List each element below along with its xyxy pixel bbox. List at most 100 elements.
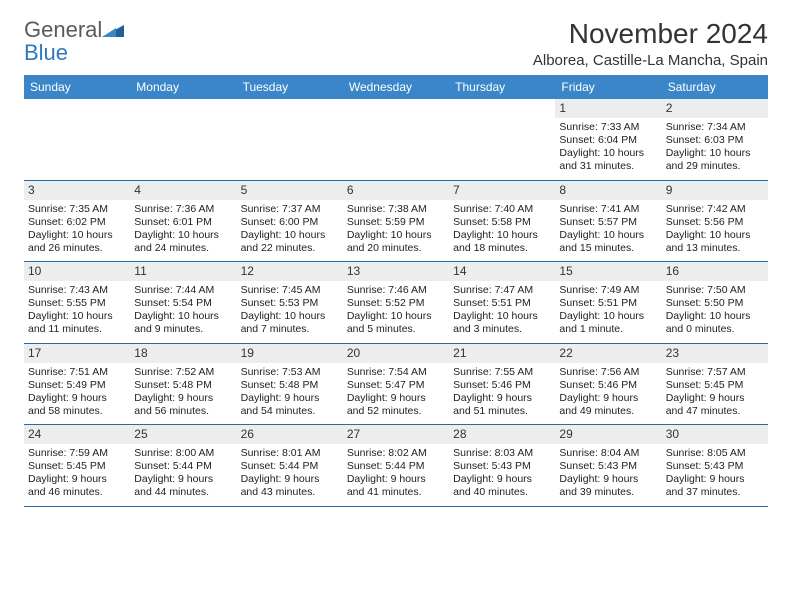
week-row: 3Sunrise: 7:35 AMSunset: 6:02 PMDaylight… <box>24 181 768 263</box>
dow-sunday: Sunday <box>24 75 130 99</box>
day-number: 14 <box>449 262 555 281</box>
dow-tuesday: Tuesday <box>237 75 343 99</box>
daylight-line: Daylight: 9 hours and 47 minutes. <box>666 392 764 418</box>
day-number: 7 <box>449 181 555 200</box>
brand-text: General Blue <box>24 18 124 64</box>
daylight-line: Daylight: 9 hours and 54 minutes. <box>241 392 339 418</box>
daylight-line: Daylight: 10 hours and 7 minutes. <box>241 310 339 336</box>
sunrise-line: Sunrise: 7:56 AM <box>559 366 657 379</box>
day-6: 6 Sunrise: 7:38 AMSunset: 5:59 PMDaylight… <box>343 181 449 262</box>
day-number: 22 <box>555 344 661 363</box>
sunset-line: Sunset: 5:44 PM <box>241 460 339 473</box>
sunrise-line: Sunrise: 7:34 AM <box>666 121 764 134</box>
day-29: 29Sunrise: 8:04 AMSunset: 5:43 PMDayligh… <box>555 425 661 506</box>
sunset-line: Sunset: 5:45 PM <box>666 379 764 392</box>
sunset-line: Sunset: 5:51 PM <box>559 297 657 310</box>
day-number: 19 <box>237 344 343 363</box>
week-row: 17Sunrise: 7:51 AMSunset: 5:49 PMDayligh… <box>24 344 768 426</box>
sunset-line: Sunset: 5:47 PM <box>347 379 445 392</box>
sunrise-line: Sunrise: 7:43 AM <box>28 284 126 297</box>
daylight-line: Daylight: 10 hours and 18 minutes. <box>453 229 551 255</box>
sunrise-line: Sunrise: 7:42 AM <box>666 203 764 216</box>
sunrise-line: Sunrise: 7:52 AM <box>134 366 232 379</box>
location: Alborea, Castille-La Mancha, Spain <box>533 52 768 69</box>
sunrise-line: Sunrise: 7:33 AM <box>559 121 657 134</box>
day-number: 6 <box>343 181 449 200</box>
day-number: 1 <box>555 99 661 118</box>
daylight-line: Daylight: 9 hours and 51 minutes. <box>453 392 551 418</box>
sunset-line: Sunset: 5:52 PM <box>347 297 445 310</box>
daylight-line: Daylight: 10 hours and 26 minutes. <box>28 229 126 255</box>
day-3: 3Sunrise: 7:35 AMSunset: 6:02 PMDaylight… <box>24 181 130 262</box>
day-13: 13Sunrise: 7:46 AMSunset: 5:52 PMDayligh… <box>343 262 449 343</box>
sunrise-line: Sunrise: 7:59 AM <box>28 447 126 460</box>
sunrise-line: Sunrise: 8:00 AM <box>134 447 232 460</box>
daylight-line: Daylight: 10 hours and 20 minutes. <box>347 229 445 255</box>
sunrise-line: Sunrise: 7:49 AM <box>559 284 657 297</box>
sunset-line: Sunset: 5:59 PM <box>347 216 445 229</box>
day-27: 27Sunrise: 8:02 AMSunset: 5:44 PMDayligh… <box>343 425 449 506</box>
day-2: 2Sunrise: 7:34 AMSunset: 6:03 PMDaylight… <box>662 99 768 180</box>
sunset-line: Sunset: 5:44 PM <box>347 460 445 473</box>
sunrise-line: Sunrise: 7:38 AM <box>347 203 445 216</box>
day-30: 30Sunrise: 8:05 AMSunset: 5:43 PMDayligh… <box>662 425 768 506</box>
empty-day <box>130 99 236 180</box>
sunrise-line: Sunrise: 7:45 AM <box>241 284 339 297</box>
sunrise-line: Sunrise: 7:50 AM <box>666 284 764 297</box>
sunset-line: Sunset: 5:55 PM <box>28 297 126 310</box>
sunset-line: Sunset: 5:49 PM <box>28 379 126 392</box>
empty-day <box>449 99 555 180</box>
week-row: 10Sunrise: 7:43 AMSunset: 5:55 PMDayligh… <box>24 262 768 344</box>
day-9: 9Sunrise: 7:42 AMSunset: 5:56 PMDaylight… <box>662 181 768 262</box>
sunset-line: Sunset: 5:43 PM <box>453 460 551 473</box>
week-row: 24Sunrise: 7:59 AMSunset: 5:45 PMDayligh… <box>24 425 768 507</box>
daylight-line: Daylight: 10 hours and 15 minutes. <box>559 229 657 255</box>
daylight-line: Daylight: 10 hours and 24 minutes. <box>134 229 232 255</box>
sunrise-line: Sunrise: 7:41 AM <box>559 203 657 216</box>
daylight-line: Daylight: 10 hours and 3 minutes. <box>453 310 551 336</box>
sunset-line: Sunset: 5:46 PM <box>453 379 551 392</box>
day-number: 5 <box>237 181 343 200</box>
sunset-line: Sunset: 6:03 PM <box>666 134 764 147</box>
brand-word2: Blue <box>24 40 68 65</box>
empty-day <box>343 99 449 180</box>
sunrise-line: Sunrise: 7:37 AM <box>241 203 339 216</box>
header: General Blue November 2024 Alborea, Cast… <box>24 18 768 69</box>
daylight-line: Daylight: 9 hours and 46 minutes. <box>28 473 126 499</box>
dow-wednesday: Wednesday <box>343 75 449 99</box>
sunrise-line: Sunrise: 8:01 AM <box>241 447 339 460</box>
sunrise-line: Sunrise: 7:55 AM <box>453 366 551 379</box>
day-25: 25Sunrise: 8:00 AMSunset: 5:44 PMDayligh… <box>130 425 236 506</box>
day-15: 15Sunrise: 7:49 AMSunset: 5:51 PMDayligh… <box>555 262 661 343</box>
week-row: 1Sunrise: 7:33 AMSunset: 6:04 PMDaylight… <box>24 99 768 181</box>
day-11: 11Sunrise: 7:44 AMSunset: 5:54 PMDayligh… <box>130 262 236 343</box>
sunset-line: Sunset: 5:48 PM <box>134 379 232 392</box>
sunset-line: Sunset: 5:51 PM <box>453 297 551 310</box>
day-number: 30 <box>662 425 768 444</box>
day-number: 18 <box>130 344 236 363</box>
empty-day <box>24 99 130 180</box>
sunrise-line: Sunrise: 8:05 AM <box>666 447 764 460</box>
day-24: 24Sunrise: 7:59 AMSunset: 5:45 PMDayligh… <box>24 425 130 506</box>
sunrise-line: Sunrise: 8:04 AM <box>559 447 657 460</box>
daylight-line: Daylight: 10 hours and 0 minutes. <box>666 310 764 336</box>
day-number: 8 <box>555 181 661 200</box>
sunset-line: Sunset: 6:04 PM <box>559 134 657 147</box>
sunrise-line: Sunrise: 7:53 AM <box>241 366 339 379</box>
day-number: 12 <box>237 262 343 281</box>
sunset-line: Sunset: 5:56 PM <box>666 216 764 229</box>
dow-saturday: Saturday <box>662 75 768 99</box>
day-number: 24 <box>24 425 130 444</box>
day-number: 9 <box>662 181 768 200</box>
day-19: 19Sunrise: 7:53 AMSunset: 5:48 PMDayligh… <box>237 344 343 425</box>
sunrise-line: Sunrise: 7:51 AM <box>28 366 126 379</box>
daylight-line: Daylight: 10 hours and 11 minutes. <box>28 310 126 336</box>
daylight-line: Daylight: 9 hours and 52 minutes. <box>347 392 445 418</box>
day-number: 21 <box>449 344 555 363</box>
brand-logo: General Blue <box>24 18 124 64</box>
day-22: 22Sunrise: 7:56 AMSunset: 5:46 PMDayligh… <box>555 344 661 425</box>
empty-day <box>237 99 343 180</box>
day-number: 16 <box>662 262 768 281</box>
day-10: 10Sunrise: 7:43 AMSunset: 5:55 PMDayligh… <box>24 262 130 343</box>
daylight-line: Daylight: 10 hours and 1 minute. <box>559 310 657 336</box>
